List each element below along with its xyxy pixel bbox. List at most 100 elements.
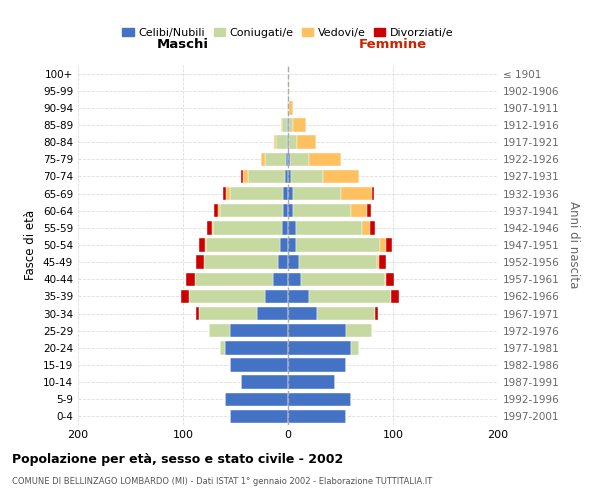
Bar — [288, 118, 289, 132]
Bar — [386, 272, 394, 286]
Bar — [288, 170, 291, 183]
Bar — [288, 152, 290, 166]
Bar — [218, 204, 220, 218]
Bar — [293, 187, 341, 200]
Bar — [288, 410, 346, 423]
Legend: Celibi/Nubili, Coniugati/e, Vedovi/e, Divorziati/e: Celibi/Nubili, Coniugati/e, Vedovi/e, Di… — [118, 24, 458, 42]
Bar — [372, 187, 374, 200]
Bar — [288, 204, 293, 218]
Bar — [288, 392, 351, 406]
Bar — [288, 187, 293, 200]
Bar — [341, 187, 372, 200]
Bar — [288, 136, 289, 149]
Bar — [204, 256, 277, 269]
Bar — [289, 101, 293, 114]
Bar — [225, 392, 288, 406]
Bar — [288, 101, 289, 114]
Bar — [296, 238, 380, 252]
Bar — [189, 290, 265, 303]
Text: Popolazione per età, sesso e stato civile - 2002: Popolazione per età, sesso e stato civil… — [12, 452, 343, 466]
Bar — [287, 101, 288, 114]
Bar — [288, 256, 299, 269]
Bar — [351, 204, 367, 218]
Bar — [280, 238, 288, 252]
Bar — [377, 256, 379, 269]
Bar — [241, 170, 243, 183]
Bar — [186, 272, 194, 286]
Bar — [380, 238, 386, 252]
Bar — [309, 290, 391, 303]
Bar — [215, 204, 218, 218]
Bar — [285, 170, 288, 183]
Bar — [274, 272, 288, 286]
Bar — [214, 221, 282, 234]
Bar — [220, 204, 283, 218]
Bar — [181, 290, 190, 303]
Bar — [288, 324, 346, 338]
Bar — [288, 221, 296, 234]
Bar — [199, 307, 257, 320]
Bar — [277, 256, 288, 269]
Bar — [286, 152, 288, 166]
Bar — [288, 376, 335, 389]
Bar — [283, 187, 288, 200]
Bar — [225, 341, 288, 354]
Bar — [274, 136, 277, 149]
Bar — [230, 324, 288, 338]
Bar — [196, 307, 199, 320]
Y-axis label: Anni di nascita: Anni di nascita — [568, 202, 580, 288]
Bar — [288, 358, 346, 372]
Bar — [282, 221, 288, 234]
Bar — [243, 170, 248, 183]
Bar — [257, 307, 288, 320]
Bar — [361, 221, 370, 234]
Bar — [299, 256, 377, 269]
Bar — [351, 341, 359, 354]
Bar — [260, 152, 265, 166]
Bar — [199, 238, 205, 252]
Bar — [298, 136, 316, 149]
Bar — [283, 204, 288, 218]
Bar — [282, 118, 287, 132]
Bar — [230, 358, 288, 372]
Bar — [370, 221, 375, 234]
Bar — [265, 152, 286, 166]
Bar — [230, 187, 283, 200]
Bar — [293, 204, 351, 218]
Bar — [323, 170, 359, 183]
Bar — [301, 272, 385, 286]
Bar — [346, 324, 372, 338]
Bar — [289, 136, 298, 149]
Bar — [248, 170, 285, 183]
Text: Maschi: Maschi — [157, 38, 209, 52]
Bar — [220, 341, 225, 354]
Bar — [367, 204, 371, 218]
Bar — [375, 307, 378, 320]
Bar — [385, 272, 386, 286]
Bar — [309, 152, 341, 166]
Bar — [226, 187, 230, 200]
Bar — [212, 221, 214, 234]
Bar — [288, 272, 301, 286]
Bar — [288, 84, 289, 98]
Bar — [287, 136, 288, 149]
Bar — [317, 307, 375, 320]
Bar — [196, 256, 204, 269]
Bar — [281, 118, 282, 132]
Bar — [289, 118, 293, 132]
Bar — [391, 290, 400, 303]
Bar — [288, 238, 296, 252]
Bar — [207, 221, 212, 234]
Bar — [265, 290, 288, 303]
Bar — [291, 170, 323, 183]
Bar — [223, 187, 226, 200]
Text: Femmine: Femmine — [359, 38, 427, 52]
Bar — [296, 221, 361, 234]
Text: COMUNE DI BELLINZAGO LOMBARDO (MI) - Dati ISTAT 1° gennaio 2002 - Elaborazione T: COMUNE DI BELLINZAGO LOMBARDO (MI) - Dat… — [12, 478, 432, 486]
Bar — [288, 307, 317, 320]
Bar — [293, 118, 306, 132]
Bar — [209, 324, 230, 338]
Bar — [277, 136, 287, 149]
Bar — [241, 376, 288, 389]
Bar — [386, 238, 392, 252]
